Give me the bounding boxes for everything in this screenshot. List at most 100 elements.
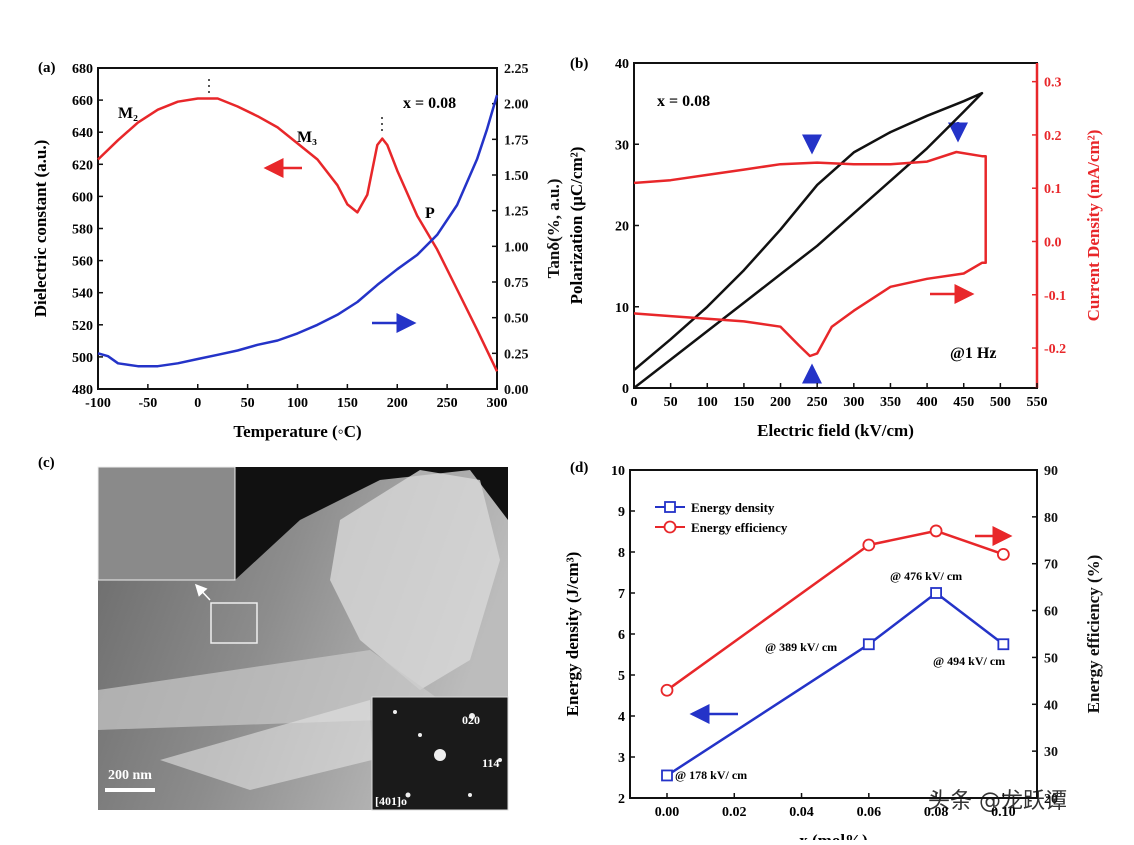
marker — [862, 538, 876, 552]
panel-label: (a) — [38, 60, 56, 76]
y-tick-label: 520 — [72, 319, 93, 334]
y2-tick-label: -0.2 — [1044, 342, 1066, 357]
y2-tick-label: 90 — [1044, 464, 1058, 479]
y2-axis-title: Tanδ(%, a.u.) — [544, 179, 563, 279]
y2-tick-label: 0.2 — [1044, 129, 1062, 144]
y-tick-label: 580 — [72, 223, 93, 238]
legend-label: Energy density — [691, 500, 775, 515]
marker — [661, 769, 673, 782]
x-axis-title: x (mol%) — [799, 831, 867, 840]
x-tick-label: 250 — [807, 395, 828, 410]
x-tick-label: 50 — [241, 396, 255, 411]
y2-tick-label: 2.00 — [504, 98, 529, 113]
y-tick-label: 620 — [72, 158, 93, 173]
y-tick-label: 7 — [618, 587, 625, 602]
y2-tick-label: 2.25 — [504, 62, 529, 77]
panel-label: (d) — [570, 460, 588, 476]
x-tick-label: 300 — [487, 396, 508, 411]
y2-tick-label: 0.25 — [504, 347, 529, 362]
annotation: x = 0.08 — [657, 93, 710, 110]
plot-frame — [633, 62, 1038, 389]
annotation: @1 Hz — [950, 345, 996, 362]
y-tick-label: 540 — [72, 287, 93, 302]
y2-tick-label: 0.75 — [504, 276, 529, 291]
x-tick-label: 0.06 — [857, 805, 882, 820]
x-tick-label: 350 — [880, 395, 901, 410]
x-tick-label: 0 — [194, 396, 201, 411]
marker — [862, 638, 875, 651]
x-tick-label: 0 — [631, 395, 638, 410]
series-line — [666, 529, 1004, 692]
x-tick-label: 50 — [664, 395, 678, 410]
y-tick-label: 3 — [618, 751, 625, 766]
y2-tick-label: 0.00 — [504, 383, 529, 398]
x-tick-label: 300 — [843, 395, 864, 410]
x-tick-label: -100 — [85, 396, 111, 411]
x-tick-label: 0.10 — [991, 805, 1016, 820]
x-tick-label: 200 — [387, 396, 408, 411]
y2-tick-label: 0.3 — [1044, 76, 1062, 91]
x-tick-label: 0.00 — [655, 805, 680, 820]
y2-tick-label: 40 — [1044, 698, 1058, 713]
annotation: P — [425, 205, 435, 222]
y-tick-label: 8 — [618, 546, 625, 561]
x-tick-label: 150 — [733, 395, 754, 410]
x-tick-label: 0.04 — [789, 805, 814, 820]
y-tick-label: 2 — [618, 792, 625, 807]
y-tick-label: 560 — [72, 255, 93, 270]
micrograph: 200 nm 020 114 [401]o — [97, 466, 509, 811]
x-tick-label: 450 — [953, 395, 974, 410]
y2-tick-label: 1.50 — [504, 169, 529, 184]
annotation: x = 0.08 — [403, 95, 456, 112]
x-tick-label: -50 — [139, 396, 158, 411]
series-line — [97, 94, 499, 368]
y2-tick-label: 60 — [1044, 605, 1058, 620]
x-tick-label: 550 — [1027, 395, 1048, 410]
marker — [930, 587, 942, 599]
y2-tick-label: -0.1 — [1044, 289, 1066, 304]
x-tick-label: 250 — [437, 396, 458, 411]
y-tick-label: 30 — [615, 138, 629, 153]
y-tick-label: 9 — [618, 505, 625, 520]
y-axis-title: Dielectric constant (a.u.) — [31, 140, 50, 318]
spot-label: 020 — [462, 713, 480, 727]
marker — [929, 524, 943, 538]
y2-tick-label: 1.00 — [504, 240, 529, 255]
legend-marker — [663, 520, 677, 534]
x-tick-label: 200 — [770, 395, 791, 410]
scale-label: 200 nm — [108, 768, 152, 783]
marker — [660, 683, 674, 697]
y2-tick-label: 0.50 — [504, 312, 529, 327]
series-line — [97, 97, 499, 372]
y-tick-label: 500 — [72, 351, 93, 366]
x-tick-label: 0.02 — [722, 805, 747, 820]
marker — [997, 638, 1010, 651]
arrows — [263, 122, 1013, 724]
x-tick-label: 150 — [337, 396, 358, 411]
x-tick-label: 500 — [990, 395, 1011, 410]
y2-tick-label: 0.0 — [1044, 235, 1062, 250]
peak-dots — [208, 79, 383, 131]
y-tick-label: 680 — [72, 62, 93, 77]
x-tick-label: 100 — [287, 396, 308, 411]
y-tick-label: 640 — [72, 126, 93, 141]
legend-marker — [664, 501, 676, 513]
panel-label: (b) — [570, 56, 588, 72]
marker — [996, 547, 1010, 561]
y-tick-label: 10 — [611, 464, 625, 479]
annotation: @ 494 kV/ cm — [933, 654, 1005, 668]
spot-label: 114 — [482, 756, 499, 770]
y-tick-label: 600 — [72, 190, 93, 205]
y-tick-label: 10 — [615, 301, 629, 316]
y-tick-label: 480 — [72, 383, 93, 398]
y2-tick-label: 30 — [1044, 745, 1058, 760]
y-tick-label: 0 — [622, 382, 629, 397]
y2-axis-title: Current Density (mA/cm²) — [1084, 130, 1103, 322]
series-line — [633, 150, 987, 358]
annotation: M₃ — [297, 129, 317, 146]
x-tick-label: 100 — [697, 395, 718, 410]
panel-label: (c) — [38, 455, 55, 471]
x-axis-title: Temperature (◦C) — [233, 422, 361, 441]
y2-tick-label: 20 — [1044, 792, 1058, 807]
